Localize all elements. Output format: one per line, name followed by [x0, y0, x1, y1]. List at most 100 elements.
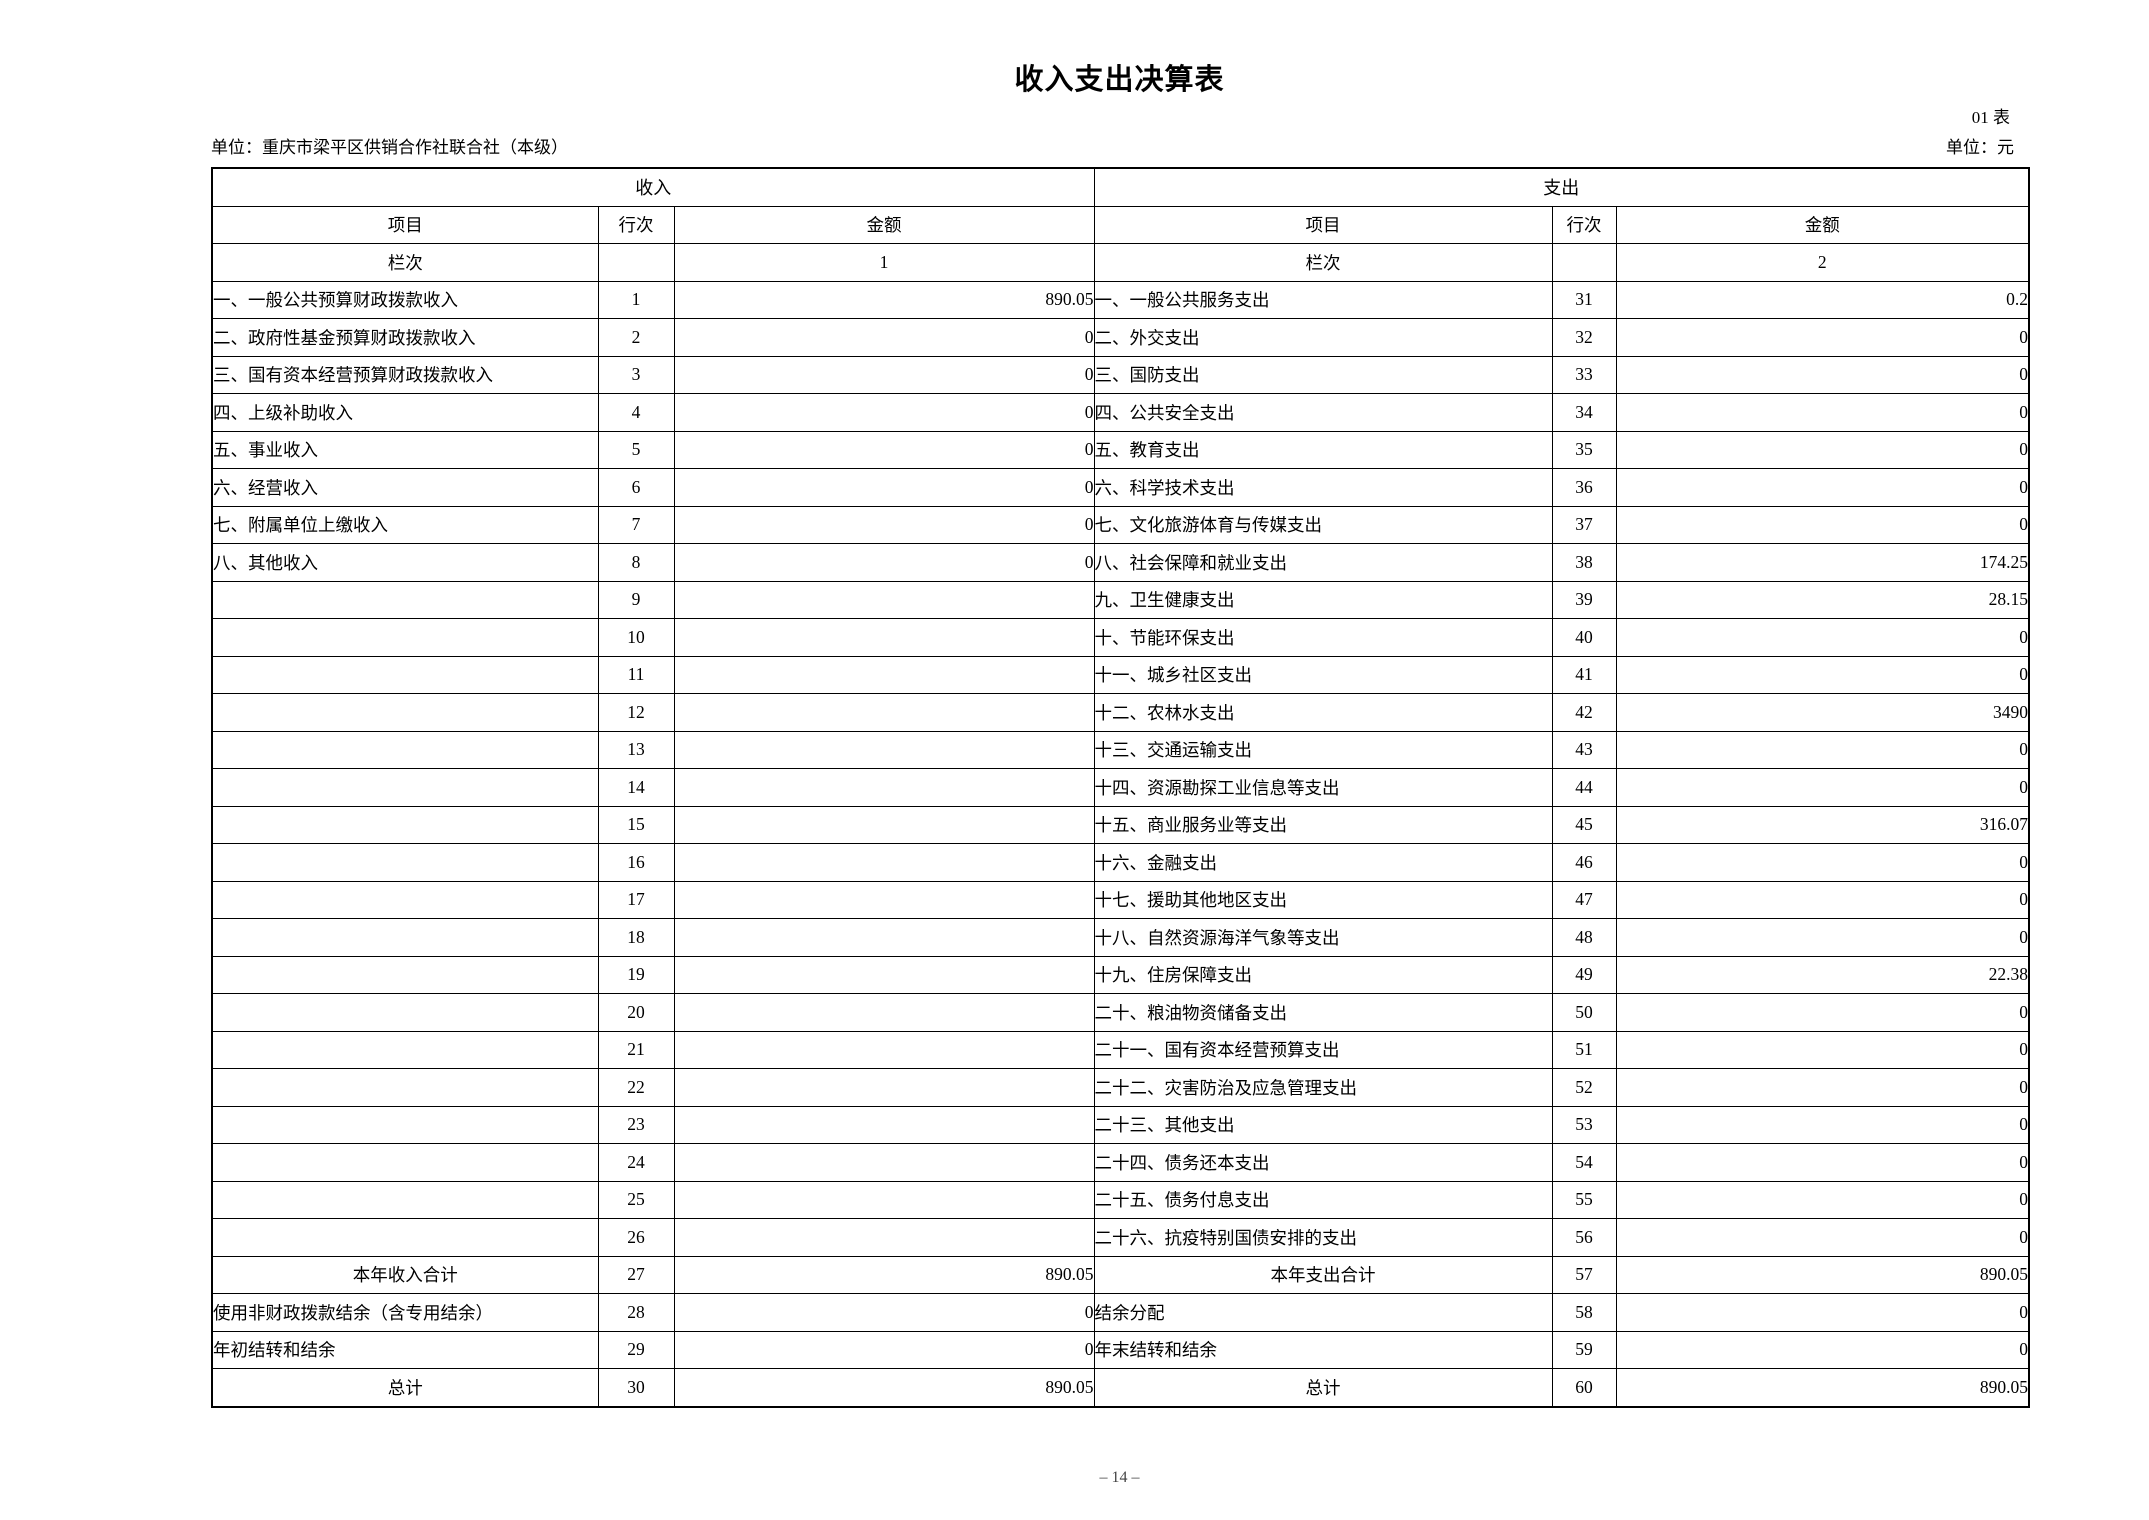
expense-line-cell: 53 — [1551, 1105, 1617, 1144]
expense-item-cell: 十四、资源勘探工业信息等支出 — [1093, 768, 1553, 807]
table-row: 18 十八、自然资源海洋气象等支出 48 0 — [211, 918, 2030, 957]
income-item-cell — [211, 880, 599, 919]
expense-amount-cell: 0 — [1615, 1143, 2030, 1182]
income-item-cell: 五、事业收入 — [211, 430, 599, 469]
table-row: 14 十四、资源勘探工业信息等支出 44 0 — [211, 768, 2030, 807]
currency-unit-label: 单位：元 — [1946, 138, 2014, 157]
income-lanci-label: 栏次 — [211, 243, 599, 282]
expense-amount-cell: 0.2 — [1615, 280, 2030, 319]
income-item-cell: 三、国有资本经营预算财政拨款收入 — [211, 355, 599, 394]
income-amount-cell — [673, 768, 1095, 807]
expense-amount-cell: 0 — [1615, 1068, 2030, 1107]
expense-amount-cell: 174.25 — [1615, 543, 2030, 582]
income-amount-cell: 0 — [673, 393, 1095, 432]
expense-item-cell: 二十六、抗疫特别国债安排的支出 — [1093, 1218, 1553, 1257]
expense-item-cell: 十五、商业服务业等支出 — [1093, 805, 1553, 844]
expense-line-cell: 37 — [1551, 505, 1617, 544]
expense-item-cell: 五、教育支出 — [1093, 430, 1553, 469]
expense-item-cell: 年末结转和结余 — [1093, 1330, 1553, 1369]
expense-line-cell: 55 — [1551, 1180, 1617, 1219]
expense-item-cell: 本年支出合计 — [1093, 1255, 1553, 1294]
expense-line-cell: 59 — [1551, 1330, 1617, 1369]
income-line-cell: 5 — [597, 430, 675, 469]
expense-line-cell: 41 — [1551, 655, 1617, 694]
income-line-header: 行次 — [597, 205, 675, 244]
expense-item-cell: 结余分配 — [1093, 1293, 1553, 1332]
expense-line-cell: 35 — [1551, 430, 1617, 469]
income-amount-cell — [673, 618, 1095, 657]
income-amount-cell — [673, 730, 1095, 769]
table-number-text: 01 表 — [1971, 108, 2010, 127]
table-row: 15 十五、商业服务业等支出 45 316.07 — [211, 805, 2030, 844]
expense-amount-cell: 22.38 — [1615, 955, 2030, 994]
expense-line-cell: 57 — [1551, 1255, 1617, 1294]
income-item-header: 项目 — [211, 205, 599, 244]
expense-line-cell: 38 — [1551, 543, 1617, 582]
income-item-cell — [211, 1068, 599, 1107]
income-amount-cell — [673, 1218, 1095, 1257]
income-line-cell: 7 — [597, 505, 675, 544]
income-item-cell — [211, 955, 599, 994]
expense-item-cell: 二十三、其他支出 — [1093, 1105, 1553, 1144]
income-amount-cell — [673, 1030, 1095, 1069]
expense-item-cell: 四、公共安全支出 — [1093, 393, 1553, 432]
expense-item-cell: 二十五、债务付息支出 — [1093, 1180, 1553, 1219]
income-line-cell: 19 — [597, 955, 675, 994]
income-line-cell: 11 — [597, 655, 675, 694]
income-amount-cell — [673, 1143, 1095, 1182]
table-row: 20 二十、粮油物资储备支出 50 0 — [211, 993, 2030, 1032]
income-item-cell: 八、其他收入 — [211, 543, 599, 582]
org-unit-label: 单位：重庆市梁平区供销合作社联合社（本级） — [211, 138, 568, 157]
table-row: 19 十九、住房保障支出 49 22.38 — [211, 955, 2030, 994]
expense-amount-cell: 0 — [1615, 1180, 2030, 1219]
income-line-cell: 29 — [597, 1330, 675, 1369]
income-amount-cell: 0 — [673, 318, 1095, 357]
income-line-cell: 6 — [597, 468, 675, 507]
income-item-cell — [211, 1218, 599, 1257]
income-line-cell: 8 — [597, 543, 675, 582]
table-row: 六、经营收入 6 0 六、科学技术支出 36 0 — [211, 468, 2030, 507]
income-amount-cell: 0 — [673, 468, 1095, 507]
expense-item-cell: 一、一般公共服务支出 — [1093, 280, 1553, 319]
income-amount-cell — [673, 693, 1095, 732]
table-row: 八、其他收入 8 0 八、社会保障和就业支出 38 174.25 — [211, 543, 2030, 582]
expense-item-cell: 十一、城乡社区支出 — [1093, 655, 1553, 694]
expense-line-cell: 51 — [1551, 1030, 1617, 1069]
income-section-header: 收入 — [211, 167, 1095, 207]
income-amount-cell: 0 — [673, 1330, 1095, 1369]
expense-line-cell: 46 — [1551, 843, 1617, 882]
expense-lanci-blank — [1551, 243, 1617, 282]
income-item-cell — [211, 730, 599, 769]
income-item-cell: 一、一般公共预算财政拨款收入 — [211, 280, 599, 319]
table-row: 12 十二、农林水支出 42 3490 — [211, 693, 2030, 732]
income-amount-cell: 0 — [673, 1293, 1095, 1332]
expense-amount-cell: 0 — [1615, 730, 2030, 769]
table-number: 01 表 — [211, 103, 2028, 128]
income-item-cell — [211, 618, 599, 657]
expense-item-cell: 二十一、国有资本经营预算支出 — [1093, 1030, 1553, 1069]
table-row: 三、国有资本经营预算财政拨款收入 3 0 三、国防支出 33 0 — [211, 355, 2030, 394]
income-line-cell: 15 — [597, 805, 675, 844]
income-line-cell: 13 — [597, 730, 675, 769]
table-row: 17 十七、援助其他地区支出 47 0 — [211, 880, 2030, 919]
income-amount-cell — [673, 805, 1095, 844]
expense-item-cell: 八、社会保障和就业支出 — [1093, 543, 1553, 582]
income-line-cell: 25 — [597, 1180, 675, 1219]
page-title: 收入支出决算表 — [1014, 64, 1225, 96]
table-row: 13 十三、交通运输支出 43 0 — [211, 730, 2030, 769]
expense-amount-cell: 0 — [1615, 1218, 2030, 1257]
income-line-cell: 3 — [597, 355, 675, 394]
income-amount-cell: 0 — [673, 430, 1095, 469]
expense-item-cell: 十、节能环保支出 — [1093, 618, 1553, 657]
income-item-cell — [211, 655, 599, 694]
table-row: 四、上级补助收入 4 0 四、公共安全支出 34 0 — [211, 393, 2030, 432]
column-index-row: 栏次 1 栏次 2 — [211, 243, 2030, 282]
expense-item-cell: 六、科学技术支出 — [1093, 468, 1553, 507]
income-line-cell: 17 — [597, 880, 675, 919]
income-line-cell: 10 — [597, 618, 675, 657]
income-line-cell: 20 — [597, 993, 675, 1032]
expense-line-cell: 32 — [1551, 318, 1617, 357]
table-row: 23 二十三、其他支出 53 0 — [211, 1105, 2030, 1144]
table-row: 9 九、卫生健康支出 39 28.15 — [211, 580, 2030, 619]
expense-amount-cell: 0 — [1615, 918, 2030, 957]
